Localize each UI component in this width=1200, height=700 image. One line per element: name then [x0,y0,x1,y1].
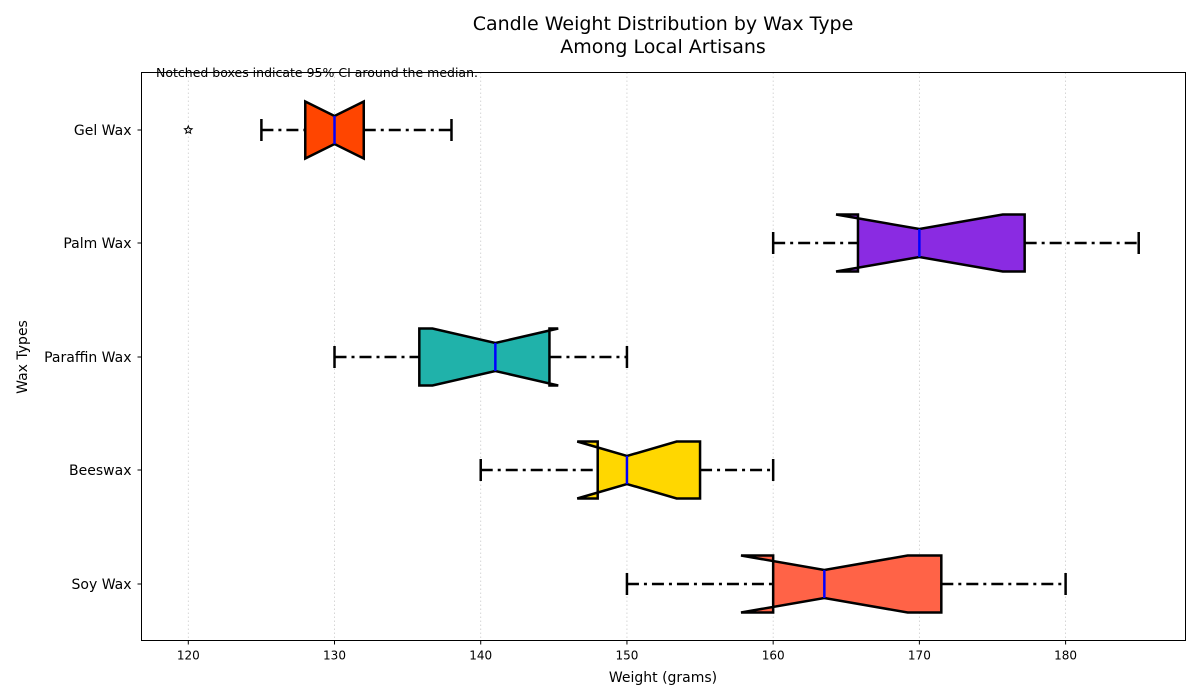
x-tick-label: 180 [1054,649,1077,663]
box-soy-wax [625,554,1067,614]
box-body [418,327,559,387]
plot-series [183,99,1140,614]
box-paraffin-wax [333,327,629,387]
x-axis: 120 130 140 150 160 170 180 [177,640,1077,663]
x-axis-label: Weight (grams) [609,670,717,686]
y-tick-label: Gel Wax [74,123,132,139]
y-tick-label: Palm Wax [63,236,131,252]
y-tick-label: Paraffin Wax [44,350,131,366]
box-body [740,554,943,614]
box-beeswax [479,440,775,500]
chart-annotation: Notched boxes indicate 95% CI around the… [156,65,478,80]
y-tick-label: Beeswax [69,463,131,479]
y-axis-label: Wax Types [15,320,31,394]
x-tick-label: 140 [469,649,492,663]
chart-title: Candle Weight Distribution by Wax Type [473,13,854,35]
y-axis: Soy Wax Beeswax Paraffin Wax Palm Wax Gel Wa… [44,123,142,593]
x-tick-label: 130 [323,649,346,663]
outlier-marker [183,124,194,135]
y-tick-label: Soy Wax [72,577,132,593]
plot-frame [141,72,1186,641]
box-body [835,213,1026,273]
box-palm-wax [771,213,1140,273]
x-tick-label: 160 [762,649,785,663]
chart-subtitle: Among Local Artisans [560,36,766,58]
x-tick-label: 170 [908,649,931,663]
x-tick-label: 120 [177,649,200,663]
x-tick-label: 150 [615,649,638,663]
box-body [576,440,702,500]
box-gel-wax [183,99,453,161]
